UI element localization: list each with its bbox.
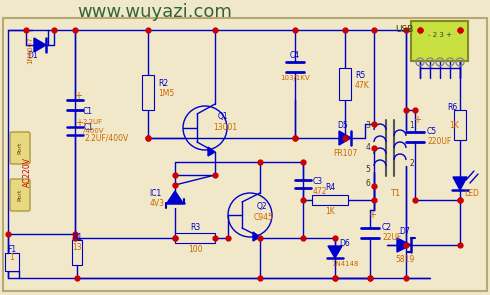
Text: C5: C5	[427, 127, 437, 137]
Polygon shape	[34, 38, 46, 52]
Text: 1N4148: 1N4148	[331, 261, 359, 267]
Text: 220UF: 220UF	[427, 137, 451, 147]
Text: 2.2UF/400V: 2.2UF/400V	[84, 134, 128, 142]
Text: www.wuyazi.com: www.wuyazi.com	[77, 3, 232, 21]
Text: 3: 3	[366, 122, 370, 130]
Text: +: +	[413, 115, 421, 125]
FancyBboxPatch shape	[10, 179, 30, 211]
Text: D7: D7	[400, 227, 411, 235]
Polygon shape	[253, 232, 260, 241]
Text: C2: C2	[382, 224, 392, 232]
Text: USB: USB	[395, 25, 413, 35]
Text: 6: 6	[366, 178, 370, 188]
Text: FR107: FR107	[333, 148, 357, 158]
Text: IC1: IC1	[149, 189, 161, 197]
Text: D6: D6	[340, 240, 350, 248]
Text: Port: Port	[18, 189, 23, 201]
Text: 1M5: 1M5	[158, 88, 174, 98]
Bar	[142, 75, 154, 110]
Text: 472: 472	[313, 188, 327, 196]
FancyBboxPatch shape	[3, 18, 487, 291]
Bar	[5, 253, 19, 271]
Text: AC220V: AC220V	[23, 157, 31, 187]
Text: - 2 3 +: - 2 3 +	[428, 32, 452, 38]
Text: 1: 1	[10, 253, 14, 263]
Text: Port: Port	[18, 142, 23, 154]
Text: Q1: Q1	[218, 112, 228, 120]
Polygon shape	[339, 131, 351, 145]
Text: 22UF: 22UF	[382, 234, 401, 242]
Text: D5: D5	[338, 122, 348, 130]
Bar	[454, 110, 466, 140]
Polygon shape	[208, 147, 215, 156]
FancyBboxPatch shape	[10, 132, 30, 164]
Text: 4: 4	[366, 143, 370, 153]
Text: C945: C945	[254, 212, 274, 222]
Text: 5819: 5819	[395, 255, 415, 265]
Text: 100: 100	[188, 245, 202, 255]
Text: R2: R2	[158, 78, 168, 88]
Text: Q2: Q2	[257, 202, 268, 212]
Text: /400V: /400V	[83, 128, 103, 134]
Text: 13001: 13001	[213, 124, 237, 132]
Bar	[175, 233, 215, 243]
Text: +: +	[75, 118, 83, 128]
Polygon shape	[453, 177, 467, 190]
Polygon shape	[397, 238, 411, 252]
Text: T1: T1	[390, 189, 400, 197]
Text: R6: R6	[447, 104, 457, 112]
Text: C1: C1	[83, 107, 93, 117]
Polygon shape	[167, 191, 183, 203]
Text: C1: C1	[84, 124, 94, 132]
Text: R1: R1	[72, 232, 82, 242]
Text: LED: LED	[465, 189, 479, 197]
Bar	[72, 240, 82, 265]
Text: D1: D1	[28, 50, 38, 60]
Text: 103/1KV: 103/1KV	[280, 75, 310, 81]
Text: 1N4007: 1N4007	[27, 36, 33, 64]
Text: 4V3: 4V3	[149, 199, 165, 207]
Text: 5: 5	[366, 165, 370, 175]
Text: R3: R3	[190, 222, 200, 232]
Text: +: +	[368, 210, 376, 220]
Polygon shape	[328, 246, 342, 258]
Text: 2.2UF: 2.2UF	[83, 119, 103, 125]
Text: +: +	[74, 91, 82, 101]
Text: F1: F1	[7, 245, 17, 255]
Text: 2: 2	[410, 158, 415, 168]
Text: C4: C4	[290, 50, 300, 60]
Text: R5: R5	[355, 71, 365, 81]
Bar	[339, 68, 351, 100]
Text: R4: R4	[325, 183, 335, 193]
Text: 1: 1	[410, 122, 415, 130]
Text: 1K: 1K	[325, 207, 335, 217]
FancyBboxPatch shape	[411, 21, 468, 61]
Text: 47K: 47K	[355, 81, 370, 91]
Bar	[312, 195, 348, 205]
Text: C3: C3	[313, 178, 323, 186]
Text: 13: 13	[72, 243, 82, 253]
Text: 1K: 1K	[449, 120, 459, 130]
